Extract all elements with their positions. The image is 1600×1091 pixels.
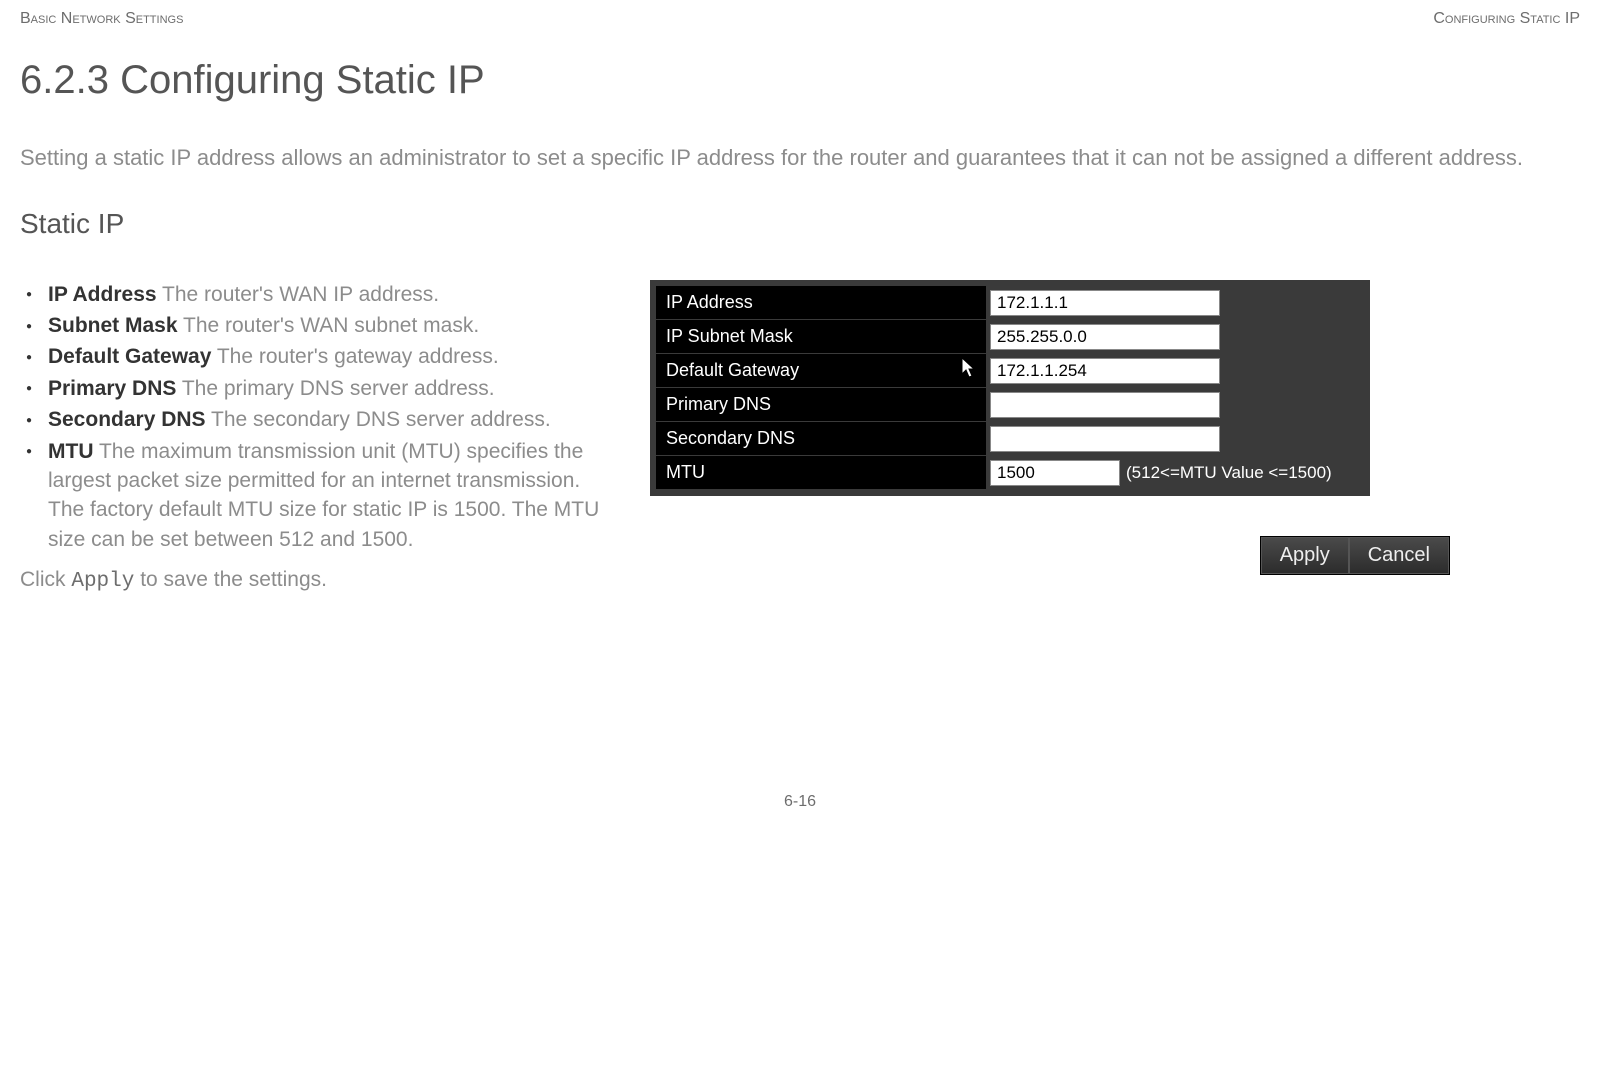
def-desc: The router's WAN IP address. [157, 283, 440, 306]
def-desc: The router's WAN subnet mask. [178, 314, 480, 337]
button-row: Apply Cancel [650, 536, 1580, 575]
label-default-gateway: Default Gateway [656, 354, 986, 388]
def-term: Default Gateway [48, 345, 211, 368]
section-title: 6.2.3 Configuring Static IP [20, 58, 1580, 103]
apply-pre: Click [20, 568, 71, 591]
def-item-secondary-dns: Secondary DNS The secondary DNS server a… [38, 405, 620, 434]
def-item-default-gateway: Default Gateway The router's gateway add… [38, 342, 620, 371]
def-item-mtu: MTU The maximum transmission unit (MTU) … [38, 437, 620, 555]
label-subnet-mask: IP Subnet Mask [656, 320, 986, 354]
cell-ip-address [986, 286, 1364, 320]
input-subnet-mask[interactable] [990, 324, 1220, 350]
form-row-primary-dns: Primary DNS [656, 388, 1364, 422]
label-ip-address: IP Address [656, 286, 986, 320]
cell-secondary-dns [986, 422, 1364, 456]
header-left: Basic Network Settings [20, 10, 183, 28]
form-row-subnet-mask: IP Subnet Mask [656, 320, 1364, 354]
def-item-primary-dns: Primary DNS The primary DNS server addre… [38, 374, 620, 403]
def-term: Subnet Mask [48, 314, 178, 337]
static-ip-form: IP Address IP Subnet Mask Default Gatewa… [650, 280, 1370, 496]
def-term: IP Address [48, 283, 157, 306]
def-desc: The maximum transmission unit (MTU) spec… [48, 440, 599, 551]
def-term: Secondary DNS [48, 408, 206, 431]
cell-mtu: (512<=MTU Value <=1500) [986, 456, 1364, 490]
input-secondary-dns[interactable] [990, 426, 1220, 452]
page-number: 6-16 [20, 793, 1580, 811]
def-item-ip-address: IP Address The router's WAN IP address. [38, 280, 620, 309]
cell-subnet-mask [986, 320, 1364, 354]
def-item-subnet-mask: Subnet Mask The router's WAN subnet mask… [38, 311, 620, 340]
def-desc: The router's gateway address. [211, 345, 498, 368]
form-row-mtu: MTU (512<=MTU Value <=1500) [656, 456, 1364, 490]
header-right: Configuring Static IP [1433, 10, 1580, 28]
def-term: MTU [48, 440, 94, 463]
input-default-gateway[interactable] [990, 358, 1220, 384]
form-row-secondary-dns: Secondary DNS [656, 422, 1364, 456]
cell-primary-dns [986, 388, 1364, 422]
form-row-ip-address: IP Address [656, 286, 1364, 320]
cancel-button[interactable]: Cancel [1349, 537, 1449, 574]
def-desc: The primary DNS server address. [176, 377, 494, 400]
label-secondary-dns: Secondary DNS [656, 422, 986, 456]
form-row-default-gateway: Default Gateway [656, 354, 1364, 388]
apply-mono: Apply [71, 570, 134, 593]
definition-list: IP Address The router's WAN IP address. … [20, 280, 620, 555]
apply-button[interactable]: Apply [1261, 537, 1349, 574]
input-primary-dns[interactable] [990, 392, 1220, 418]
apply-instruction: Click Apply to save the settings. [20, 568, 620, 593]
apply-post: to save the settings. [134, 568, 327, 591]
label-primary-dns: Primary DNS [656, 388, 986, 422]
input-mtu[interactable] [990, 460, 1120, 486]
def-desc: The secondary DNS server address. [206, 408, 551, 431]
label-mtu: MTU [656, 456, 986, 490]
def-term: Primary DNS [48, 377, 176, 400]
button-group: Apply Cancel [1260, 536, 1450, 575]
intro-paragraph: Setting a static IP address allows an ad… [20, 143, 1580, 173]
page-header: Basic Network Settings Configuring Stati… [20, 10, 1580, 28]
cell-default-gateway [986, 354, 1364, 388]
input-ip-address[interactable] [990, 290, 1220, 316]
subheading: Static IP [20, 208, 1580, 240]
mtu-hint: (512<=MTU Value <=1500) [1126, 463, 1332, 483]
